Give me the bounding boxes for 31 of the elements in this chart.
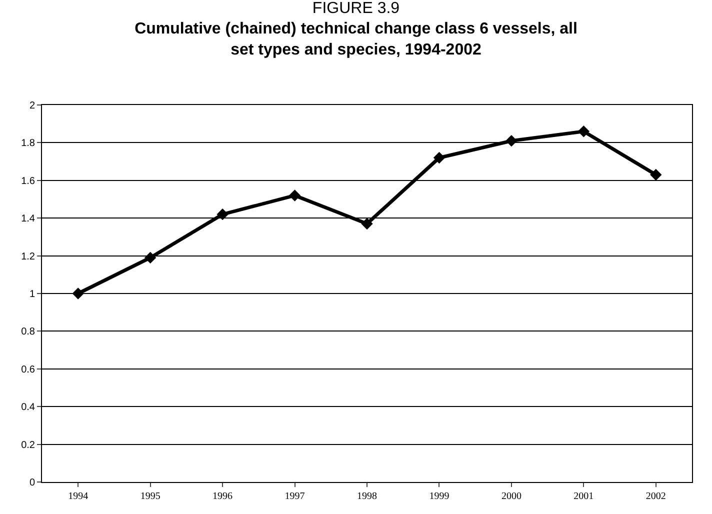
y-tick-label: 0.8 [21,326,36,338]
x-tick-label: 1999 [429,491,450,502]
point [361,218,373,230]
point [506,134,518,147]
point [650,168,662,181]
y-tick-label: 1.8 [21,138,36,150]
point [288,190,301,202]
y-tick-label: 0 [29,478,36,488]
point [578,126,590,138]
x-tick-label: 2001 [574,491,594,502]
y-tick-label: 1.6 [21,176,36,187]
point [72,288,84,300]
point [216,208,228,220]
y-tick-label: 2 [29,100,36,112]
point [433,152,446,164]
point [144,252,156,264]
x-tick-label: 2002 [646,491,666,502]
x-tick-label: 1994 [68,491,88,502]
x-tick-label: 1998 [357,491,377,502]
x-tick-label: 1996 [212,491,233,502]
x-tick-label: 1995 [140,491,160,502]
y-tick-label: 0.2 [21,440,36,451]
chart-subtitle: Cumulative (chained) technical change class 6 vessels, all set types and species, 1994-2002 [134,20,578,58]
x-tick-label: 2000 [501,491,522,502]
chart-title: FIGURE 3.9 [312,0,400,17]
y-tick-label: 1.2 [21,251,36,262]
x-tick-label: 1997 [284,491,305,502]
y-tick-label: 0.4 [21,402,36,414]
y-tick-label: 1.4 [21,214,36,225]
y-tick-label: 1 [29,289,36,300]
y-tick-label: 0.6 [21,364,36,376]
